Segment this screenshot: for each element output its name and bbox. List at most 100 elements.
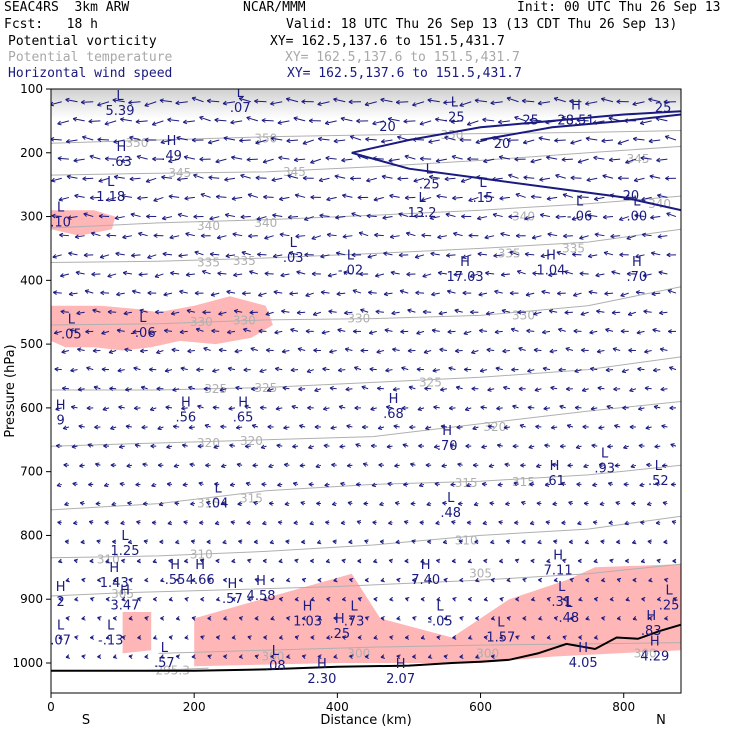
- wind-barb-head: [541, 289, 546, 295]
- wind-barb-head: [565, 347, 570, 352]
- wind-barb: [178, 254, 188, 257]
- wind-barb-head: [144, 577, 149, 583]
- wind-barb-head: [574, 405, 579, 411]
- wind-barb: [265, 311, 274, 316]
- wind-barb-head: [664, 135, 670, 140]
- wind-barb-head: [97, 102, 102, 107]
- wind-barb-head: [389, 193, 394, 199]
- wind-barb-head: [98, 178, 103, 183]
- wind-barb: [55, 407, 62, 411]
- wind-barb-head: [278, 635, 284, 640]
- wind-barb-head: [200, 233, 205, 239]
- wind-barb-head: [104, 121, 109, 126]
- wind-barb-head: [112, 616, 117, 621]
- wind-barb-head: [560, 481, 566, 487]
- wind-barb-head: [59, 273, 65, 278]
- wind-barb-head: [499, 195, 504, 201]
- wind-barb-head: [459, 654, 464, 659]
- wind-barb: [337, 329, 346, 332]
- wind-barb-head: [150, 443, 155, 449]
- extremum-type: H: [120, 583, 130, 598]
- extremum-type: L: [214, 481, 222, 496]
- center-name: NCAR/MMM: [243, 0, 306, 15]
- wind-barb-head: [360, 308, 365, 313]
- wind-barb-head: [380, 616, 385, 621]
- wind-barb: [97, 101, 110, 106]
- wind-barb-head: [475, 577, 480, 583]
- wind-barb: [162, 216, 173, 220]
- wind-barb-head: [97, 577, 102, 583]
- wind-barb-head: [641, 596, 646, 602]
- theta-contour-label: 310: [190, 548, 213, 562]
- wind-barb-head: [157, 425, 162, 431]
- wind-barb-head: [561, 157, 566, 162]
- y-tick-label: 200: [20, 146, 43, 160]
- theta-contour-label: 340: [512, 210, 535, 224]
- wind-barb: [556, 251, 566, 256]
- wind-barb-head: [296, 310, 301, 315]
- wind-barb: [243, 328, 251, 332]
- wind-barb-head: [384, 328, 389, 333]
- wind-barb: [479, 329, 488, 332]
- wind-barb-head: [609, 558, 614, 564]
- wind-barb-head: [65, 654, 71, 659]
- wind-barb: [613, 388, 621, 390]
- wind-barb-head: [74, 635, 79, 640]
- extremum-type: H: [546, 249, 556, 264]
- wind-barb-head: [294, 558, 299, 564]
- wind-barb: [154, 273, 164, 278]
- wind-barb: [254, 100, 267, 103]
- wind-barb-head: [236, 462, 241, 468]
- wind-barb: [460, 177, 472, 183]
- extremum-type: L: [565, 596, 573, 611]
- wind-barb: [65, 98, 78, 103]
- wind-barb: [559, 405, 566, 409]
- wind-barb-head: [444, 176, 449, 182]
- wind-barb-head: [277, 520, 283, 525]
- extremum-type: H: [550, 459, 560, 474]
- wind-barb-head: [287, 174, 292, 179]
- wind-barb-head: [508, 173, 513, 179]
- wind-barb-head: [153, 233, 158, 238]
- wind-barb: [669, 366, 677, 371]
- wind-barb-head: [505, 539, 511, 544]
- wind-barb: [391, 311, 400, 314]
- wind-barb: [134, 407, 141, 409]
- wind-barb: [537, 101, 551, 105]
- wind-barb-head: [606, 404, 611, 410]
- wind-barb-head: [120, 520, 125, 526]
- field-theta-xy: XY= 162.5,137.6 to 151.5,431.7: [285, 50, 520, 65]
- wind-barb-head: [71, 444, 76, 449]
- wind-barb-head: [578, 194, 583, 200]
- wind-barb-head: [394, 501, 400, 506]
- wind-barb-head: [459, 616, 464, 621]
- wind-barb-head: [106, 233, 111, 238]
- wind-barb: [75, 235, 85, 238]
- wind-barb-head: [389, 596, 394, 602]
- wind-barb-head: [531, 235, 537, 240]
- wind-barb: [475, 139, 488, 144]
- wind-barb: [104, 120, 117, 125]
- wind-barb-head: [86, 405, 91, 411]
- wind-barb-head: [299, 424, 304, 429]
- wind-barb-head: [448, 366, 453, 371]
- wind-barb-head: [483, 635, 488, 640]
- wind-barb-head: [568, 500, 573, 506]
- wind-barb-head: [261, 118, 266, 123]
- wind-barb-head: [246, 116, 251, 121]
- wind-barb: [101, 330, 110, 335]
- pv-region-3: [194, 564, 681, 667]
- wind-barb-head: [379, 539, 384, 545]
- wind-barb: [533, 311, 542, 315]
- wind-barb-head: [318, 177, 324, 183]
- wind-barb: [534, 388, 542, 391]
- extremum-type: H: [238, 395, 248, 410]
- wind-barb-head: [366, 177, 371, 183]
- wind-barb: [375, 311, 384, 313]
- wind-barb-head: [245, 481, 251, 487]
- wind-barb-head: [308, 118, 313, 124]
- wind-barb-head: [569, 577, 574, 583]
- wind-barb-head: [74, 596, 79, 602]
- wind-barb-head: [128, 654, 133, 659]
- wind-barb: [60, 311, 69, 313]
